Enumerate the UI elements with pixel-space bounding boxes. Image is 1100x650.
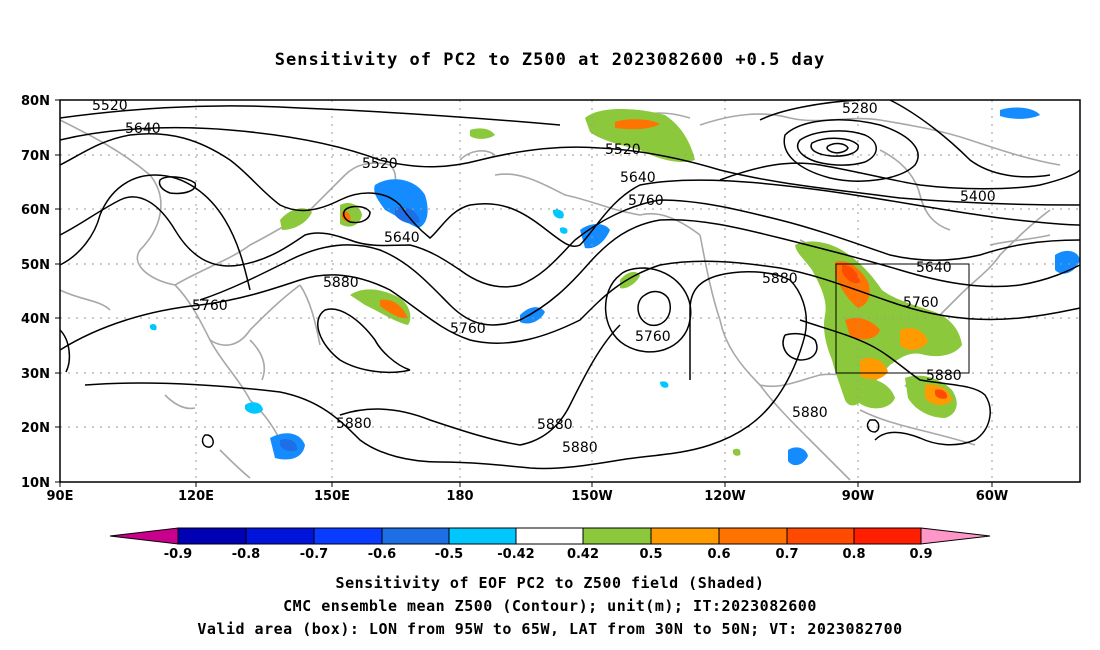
colorbar-labels: -0.9 -0.8 -0.7 -0.6 -0.5 -0.42 0.42 0.5 … <box>164 547 933 562</box>
colorbar-bin <box>786 527 855 545</box>
tick-marks <box>55 99 993 487</box>
lat-label: 20N <box>21 421 50 436</box>
contour-label: 5880 <box>762 271 798 287</box>
colorbar-low-extension <box>109 527 179 545</box>
sensitivity-shading <box>149 107 1080 466</box>
colorbar-label: -0.6 <box>368 547 396 562</box>
contour-label: 5640 <box>125 121 161 137</box>
colorbar <box>109 527 991 545</box>
contour-label: 5760 <box>628 193 664 209</box>
colorbar-bin <box>650 527 720 545</box>
lat-label: 40N <box>21 312 50 327</box>
caption-contour: CMC ensemble mean Z500 (Contour); unit(m… <box>283 597 817 615</box>
lat-label: 70N <box>21 149 50 164</box>
contour-label: 5640 <box>384 230 420 246</box>
contour-label: 5880 <box>323 275 359 291</box>
lon-label: 120E <box>178 489 214 504</box>
lat-label: 30N <box>21 367 50 382</box>
lon-label: 90W <box>842 489 874 504</box>
contour-label: 5520 <box>92 98 128 114</box>
contour-labels: 5280 5400 5520 5520 5520 5640 5640 5640 … <box>92 98 996 456</box>
colorbar-bin <box>177 527 247 545</box>
colorbar-label: -0.5 <box>435 547 463 562</box>
lat-label: 60N <box>21 203 50 218</box>
caption-valid-area: Valid area (box): LON from 95W to 65W, L… <box>197 620 903 638</box>
z500-contours <box>59 99 1081 470</box>
colorbar-bin <box>245 527 315 545</box>
contour-label: 5640 <box>916 260 952 276</box>
contour-label: 5520 <box>605 142 641 158</box>
colorbar-bin <box>448 527 517 545</box>
colorbar-label: 0.7 <box>775 547 798 562</box>
lat-label: 10N <box>21 476 50 491</box>
lon-label: 180 <box>446 489 473 504</box>
colorbar-label: -0.9 <box>164 547 192 562</box>
lon-label: 120W <box>704 489 745 504</box>
lon-label: 150W <box>571 489 612 504</box>
lat-label: 80N <box>21 94 50 109</box>
colorbar-label: 0.42 <box>567 547 599 562</box>
caption-shaded: Sensitivity of EOF PC2 to Z500 field (Sh… <box>335 574 765 592</box>
colorbar-bin <box>853 527 922 545</box>
colorbar-bin <box>381 527 450 545</box>
contour-label: 5400 <box>960 189 996 205</box>
lat-label: 50N <box>21 258 50 273</box>
colorbar-bin <box>515 527 584 545</box>
contour-label: 5880 <box>562 440 598 456</box>
colorbar-bin <box>313 527 383 545</box>
lon-label: 150E <box>314 489 350 504</box>
colorbar-label: 0.8 <box>842 547 865 562</box>
colorbar-label: -0.42 <box>497 547 534 562</box>
contour-label: 5640 <box>620 170 656 186</box>
map-frame <box>59 99 1081 483</box>
valid-area-box <box>835 263 970 374</box>
contour-label: 5760 <box>635 329 671 345</box>
map-title: Sensitivity of PC2 to Z500 at 2023082600… <box>274 50 826 70</box>
colorbar-label: 0.9 <box>909 547 932 562</box>
colorbar-label: 0.5 <box>639 547 662 562</box>
colorbar-label: 0.6 <box>707 547 730 562</box>
latitude-labels: 80N 70N 60N 50N 40N 30N 20N 10N <box>21 94 50 491</box>
contour-label: 5760 <box>903 295 939 311</box>
lon-label: 90E <box>47 489 74 504</box>
contour-label: 5520 <box>362 156 398 172</box>
colorbar-high-extension <box>920 527 991 545</box>
contour-label: 5880 <box>926 368 962 384</box>
contour-label: 5880 <box>537 417 573 433</box>
contour-label: 5760 <box>192 298 228 314</box>
colorbar-label: -0.7 <box>300 547 328 562</box>
contour-label: 5280 <box>842 101 878 117</box>
longitude-labels: 90E 120E 150E 180 150W 120W 90W 60W <box>47 489 1009 504</box>
colorbar-bin <box>582 527 652 545</box>
lon-label: 60W <box>976 489 1008 504</box>
contour-label: 5880 <box>792 405 828 421</box>
contour-label: 5760 <box>450 321 486 337</box>
colorbar-label: -0.8 <box>232 547 260 562</box>
colorbar-bin <box>718 527 788 545</box>
contour-label: 5880 <box>336 416 372 432</box>
